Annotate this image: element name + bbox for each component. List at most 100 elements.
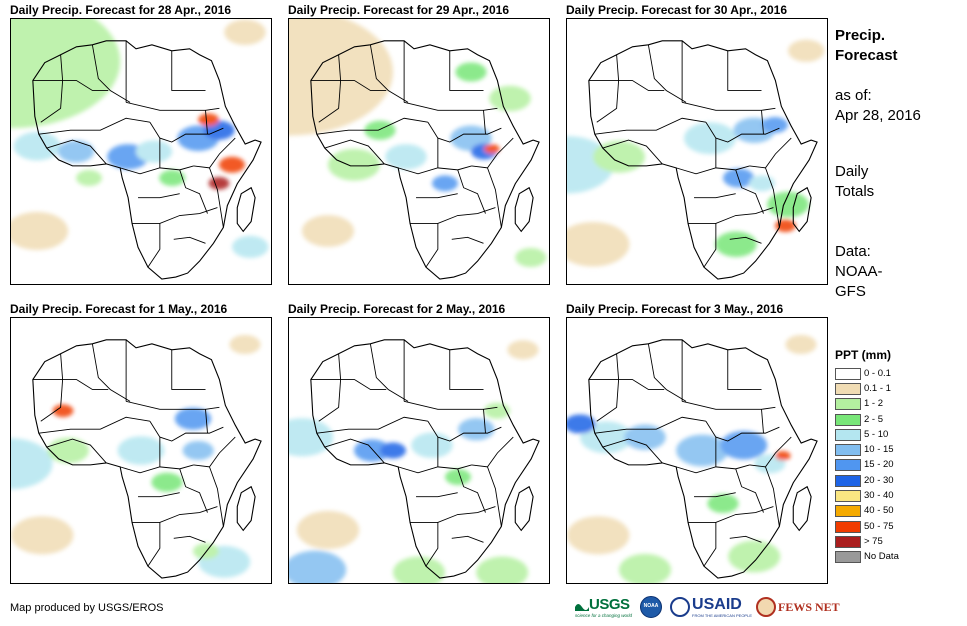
rain-cell	[720, 430, 768, 460]
country-border	[316, 117, 429, 135]
precip-map	[566, 317, 828, 584]
rain-cell	[151, 472, 183, 492]
rain-cell	[393, 556, 445, 583]
rain-cell	[411, 432, 453, 458]
legend-item: 20 - 30	[835, 473, 899, 488]
rain-cell	[174, 407, 212, 430]
coastline	[792, 186, 812, 233]
legend-item: 15 - 20	[835, 458, 899, 473]
legend-item: 30 - 40	[835, 488, 899, 503]
rain-cell	[208, 176, 230, 190]
legend-item: No Data	[835, 550, 899, 565]
legend-items: 0 - 0.1 0.1 - 1 1 - 2 2 - 5 5 - 10 10 - 15 15 …	[835, 366, 899, 565]
country-border	[46, 139, 107, 165]
usaid-logo-text: USAID	[692, 595, 742, 613]
legend-label: 1 - 2	[864, 398, 884, 410]
country-border	[705, 121, 780, 143]
country-border	[132, 207, 218, 224]
rain-cell	[11, 438, 53, 490]
country-border	[369, 343, 409, 402]
rain-cell	[567, 414, 596, 434]
panel-title: Daily Precip. Forecast for 3 May., 2016	[566, 302, 784, 316]
legend-item: 50 - 75	[835, 519, 899, 534]
rain-cell	[676, 434, 729, 467]
legend-label: 30 - 40	[864, 490, 894, 502]
rain-cell	[624, 424, 666, 450]
country-border	[410, 506, 496, 523]
sidebar-title-line2: Forecast	[835, 47, 898, 64]
legend-item: 1 - 2	[835, 397, 899, 412]
country-border	[588, 80, 665, 91]
coastline	[792, 485, 812, 532]
country-border	[410, 207, 496, 224]
panel-title: Daily Precip. Forecast for 2 May., 2016	[288, 302, 506, 316]
country-border	[729, 535, 762, 543]
country-border	[647, 343, 687, 402]
usaid-tagline: FROM THE AMERICAN PEOPLE	[692, 612, 752, 618]
rain-cell	[715, 231, 757, 257]
country-border	[147, 223, 161, 268]
legend-swatch	[835, 474, 861, 487]
country-border	[688, 207, 774, 224]
country-border	[132, 506, 218, 523]
rain-cell	[785, 334, 817, 355]
country-border	[404, 101, 498, 111]
country-border	[487, 466, 502, 527]
rain-cell	[135, 140, 173, 163]
country-border	[120, 464, 194, 474]
country-border	[457, 468, 486, 513]
coastline	[236, 186, 256, 233]
country-border	[40, 54, 64, 123]
country-border	[179, 468, 208, 513]
country-border	[703, 522, 717, 567]
country-border	[449, 349, 484, 390]
country-border	[193, 436, 236, 468]
rain-cell	[619, 553, 671, 583]
rain-cell	[13, 131, 61, 161]
rain-cell	[289, 19, 393, 136]
data-line1: NOAA-	[835, 263, 883, 280]
sidebar-title-line1: Precip.	[835, 27, 886, 44]
forecast-panel-4: Daily Precip. Forecast for 1 May., 2016	[10, 302, 272, 584]
coastline	[588, 40, 818, 280]
legend-label: 40 - 50	[864, 505, 894, 517]
rain-cell	[580, 421, 632, 454]
country-border	[682, 400, 776, 410]
precip-legend: PPT (mm) 0 - 0.1 0.1 - 1 1 - 2 2 - 5 5 - 10 1…	[835, 348, 899, 565]
rain-cell	[354, 439, 391, 462]
legend-swatch	[835, 490, 861, 503]
country-border	[147, 522, 161, 567]
precip-map	[10, 18, 272, 285]
rain-cell	[507, 340, 539, 360]
panel-title: Daily Precip. Forecast for 30 Apr., 2016	[566, 3, 787, 17]
country-border	[761, 409, 764, 434]
forecast-panel-6: Daily Precip. Forecast for 3 May., 2016	[566, 302, 828, 584]
forecast-panel-1: Daily Precip. Forecast for 28 Apr., 2016	[10, 3, 272, 285]
africa-map-svg	[289, 19, 547, 280]
legend-item: 0.1 - 1	[835, 381, 899, 396]
country-border	[32, 80, 109, 91]
legend-swatch	[835, 535, 861, 548]
legend-item: 5 - 10	[835, 427, 899, 442]
country-border	[193, 137, 236, 169]
rain-cell	[567, 516, 630, 555]
country-border	[765, 466, 780, 527]
legend-swatch	[835, 459, 861, 472]
country-border	[205, 409, 208, 434]
coastline	[32, 339, 262, 579]
legend-label: No Data	[864, 551, 899, 563]
legend-swatch	[835, 505, 861, 518]
country-border	[138, 193, 180, 199]
country-border	[38, 117, 151, 135]
rain-cell	[159, 170, 186, 186]
rain-cell	[593, 140, 645, 173]
country-border	[449, 50, 484, 91]
country-border	[765, 167, 780, 228]
rain-cell	[767, 191, 809, 218]
africa-map-svg	[567, 39, 825, 280]
country-border	[179, 169, 208, 214]
usgs-tagline: science for a changing world	[575, 613, 633, 618]
rain-cell	[47, 437, 89, 464]
legend-item: > 75	[835, 534, 899, 549]
legend-item: 40 - 50	[835, 504, 899, 519]
